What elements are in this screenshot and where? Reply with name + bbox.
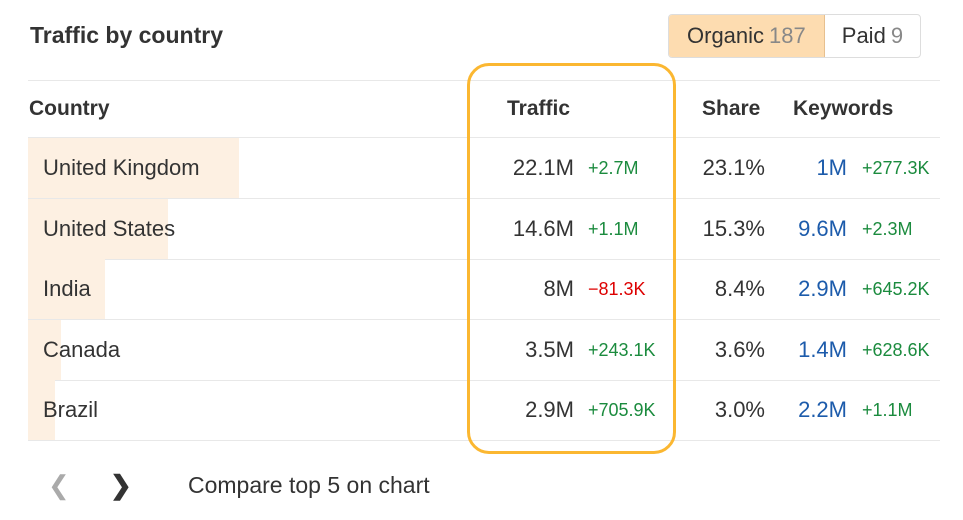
country-name[interactable]: United Kingdom [43,155,200,180]
traffic-change: −81.3K [588,279,646,299]
share-value: 3.0% [714,397,765,422]
toggle-paid[interactable]: Paid 9 [825,15,920,57]
toggle-organic-count: 187 [769,23,806,48]
country-name[interactable]: Canada [43,336,121,362]
country-name[interactable]: United States [43,215,176,241]
divider [28,80,940,81]
country-name[interactable]: Brazil [43,397,99,422]
traffic-value: 2.9M [525,397,574,422]
traffic-value: 8M [543,276,574,301]
traffic-value: 14.6M [512,215,574,241]
country-name[interactable]: India [43,276,91,301]
divider [28,319,940,320]
divider [28,440,940,441]
divider [28,198,940,199]
share-bar [28,138,239,198]
chevron-right-icon[interactable]: ❯ [110,470,132,500]
column-header-country[interactable]: Country [29,97,110,120]
divider [28,137,940,138]
keywords-change: +628.6K [862,339,930,360]
toggle-paid-label: Paid [841,23,886,48]
table-row: Canada 3.5M +243.1K 3.6% 1.4M +628.6K [28,319,940,380]
toggle-organic[interactable]: Organic 187 [669,15,825,57]
keywords-value[interactable]: 2.2M [798,397,847,422]
traffic-type-toggle[interactable]: Organic 187 Paid 9 [668,14,922,58]
keywords-value[interactable]: 1M [816,155,847,180]
keywords-change: +2.3M [862,218,913,239]
traffic-value: 3.5M [525,336,574,362]
traffic-change: +243.1K [588,339,656,360]
toggle-paid-count: 9 [890,23,904,48]
column-header-traffic[interactable]: Traffic [507,97,571,120]
divider [28,379,940,381]
traffic-change: +705.9K [588,400,656,420]
share-bar [28,259,105,319]
table-row: United Kingdom 22.1M +2.7M 23.1% 1M +277… [28,138,940,198]
share-bar [28,380,56,440]
table-row: India 8M −81.3K 8.4% 2.9M +645.2K [28,259,940,319]
keywords-change: +645.2K [862,279,930,299]
keywords-value[interactable]: 9.6M [798,215,847,241]
traffic-change: +2.7M [588,158,639,178]
keywords-value[interactable]: 2.9M [798,276,847,301]
share-bar [28,319,61,380]
table-row: United States 14.6M +1.1M 15.3% 9.6M +2.… [28,198,940,259]
chevron-left-icon[interactable]: ❮ [48,470,70,500]
share-value: 23.1% [702,155,765,180]
share-value: 3.6% [714,336,765,362]
divider [28,258,940,260]
widget-title: Traffic by country [30,22,223,48]
column-header-share[interactable]: Share [702,97,761,120]
share-value: 15.3% [702,215,765,241]
share-bar [28,198,168,259]
traffic-change: +1.1M [588,218,639,239]
table-row: Brazil 2.9M +705.9K 3.0% 2.2M +1.1M [28,380,940,440]
keywords-change: +1.1M [862,400,913,420]
traffic-value: 22.1M [512,155,574,180]
toggle-organic-label: Organic [687,23,765,48]
column-header-keywords[interactable]: Keywords [793,97,894,120]
keywords-value[interactable]: 1.4M [798,336,847,362]
share-value: 8.4% [714,276,765,301]
keywords-change: +277.3K [862,158,930,178]
compare-top-5-link[interactable]: Compare top 5 on chart [188,472,430,498]
